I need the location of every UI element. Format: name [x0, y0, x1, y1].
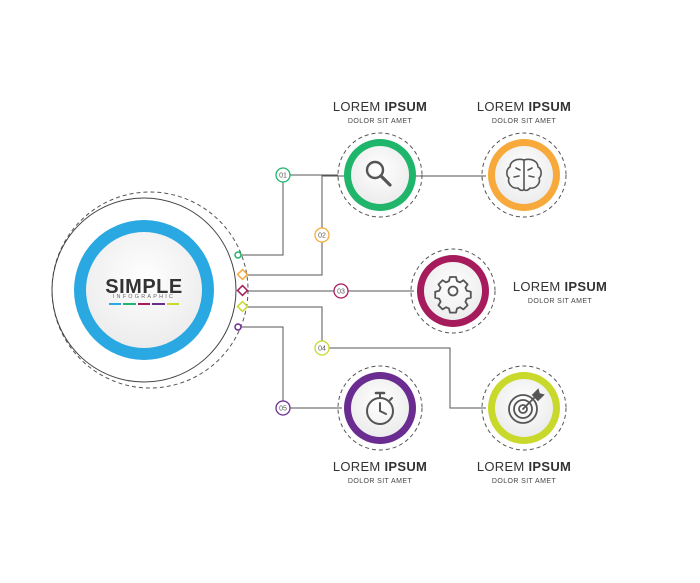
- svg-text:01: 01: [279, 173, 287, 180]
- connector-line-05: [238, 326, 342, 409]
- step-title-02: LOREM IPSUM: [476, 99, 572, 114]
- step-subtitle-03: DOLOR SIT AMET: [527, 298, 593, 305]
- number-badge-03: 03: [333, 283, 349, 299]
- step-subtitle-05: DOLOR SIT AMET: [347, 478, 413, 485]
- gear-icon: [434, 276, 472, 314]
- junction-markers: [234, 251, 249, 331]
- step-title-04: LOREM IPSUM: [476, 459, 572, 474]
- connector-line-01: [238, 174, 338, 256]
- hub-title: SIMPLE: [105, 276, 183, 298]
- step-node-04: [481, 365, 567, 451]
- connector-lines: [238, 174, 486, 409]
- step-subtitle-01: DOLOR SIT AMET: [347, 118, 413, 125]
- svg-text:03: 03: [337, 289, 345, 296]
- junction-diamond-04: [236, 300, 249, 313]
- svg-text:02: 02: [318, 233, 326, 240]
- step-label-02: LOREM IPSUM DOLOR SIT AMET: [424, 100, 624, 125]
- stopwatch-icon: [366, 391, 394, 425]
- step-node-03: [410, 248, 496, 334]
- step-title-01: LOREM IPSUM: [332, 99, 428, 114]
- brain-icon: [506, 158, 542, 192]
- target-icon: [508, 388, 545, 424]
- number-badge-02: 02: [314, 227, 330, 243]
- junction-diamond-02: [236, 268, 249, 281]
- number-badge-01: 01: [275, 167, 291, 183]
- junction-dot-05: [234, 323, 242, 331]
- number-badges: 01 02 03 04 05: [275, 167, 349, 416]
- step-title-03: LOREM IPSUM: [512, 279, 608, 294]
- hub-face: [86, 232, 202, 348]
- connector-line-02: [243, 175, 486, 276]
- number-badge-05: 05: [275, 400, 291, 416]
- number-badge-04: 04: [314, 340, 330, 356]
- search-icon: [365, 160, 392, 187]
- hub-subtitle: INFOGRAPHIC: [112, 294, 176, 300]
- step-label-03: LOREM IPSUM DOLOR SIT AMET: [460, 280, 660, 305]
- step-subtitle-02: DOLOR SIT AMET: [491, 118, 557, 125]
- step-subtitle-04: DOLOR SIT AMET: [491, 478, 557, 485]
- step-label-04: LOREM IPSUM DOLOR SIT AMET: [424, 460, 624, 485]
- hub-color-bars: [109, 303, 180, 305]
- junction-dot-01: [234, 251, 242, 259]
- svg-text:05: 05: [279, 406, 287, 413]
- step-node-05: [337, 365, 423, 451]
- connector-line-04: [243, 306, 486, 409]
- step-label-05: LOREM IPSUM DOLOR SIT AMET: [280, 460, 480, 485]
- svg-text:04: 04: [318, 346, 326, 353]
- step-node-02: [481, 132, 567, 218]
- step-node-01: [337, 132, 423, 218]
- step-title-05: LOREM IPSUM: [332, 459, 428, 474]
- junction-diamond-03: [236, 284, 249, 297]
- step-label-01: LOREM IPSUM DOLOR SIT AMET: [280, 100, 480, 125]
